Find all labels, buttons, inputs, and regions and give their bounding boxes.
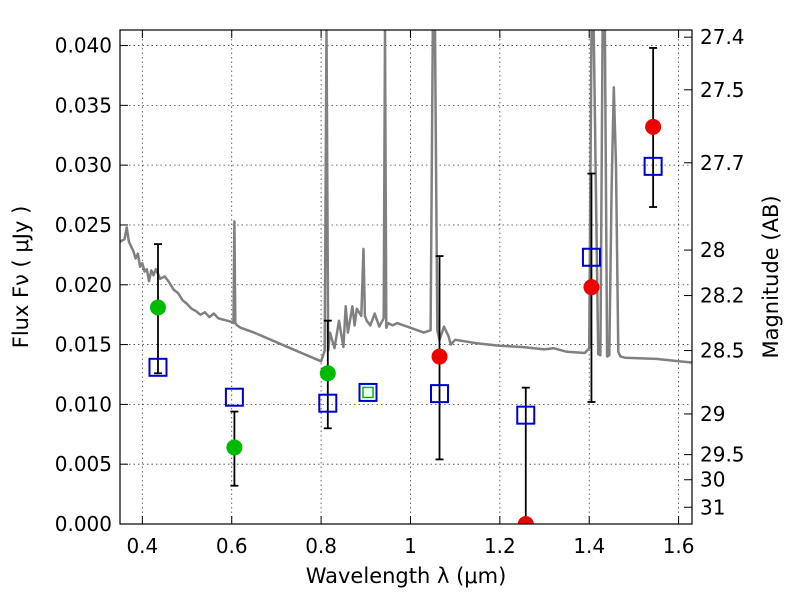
x-tick-label: 0.6 (216, 534, 248, 558)
data-point-square (643, 156, 663, 176)
y-axis-label: Flux Fν ( μJy ) (9, 206, 33, 349)
y2-axis-label: Magnitude (AB) (759, 195, 783, 358)
data-point-square (358, 382, 378, 402)
data-point-circle (583, 279, 600, 296)
y2-tick-label: 29.5 (700, 443, 745, 467)
data-point-circle (149, 299, 166, 316)
y2-tick-label: 28.5 (700, 339, 745, 363)
data-point-square (516, 405, 536, 425)
y-tick-label: 0.035 (55, 93, 112, 117)
y-tick-label: 0.010 (55, 392, 112, 416)
data-point-square (318, 393, 338, 413)
y2-tick-label: 28.2 (700, 284, 745, 308)
data-point-circle (431, 348, 448, 365)
x-tick-label: 0.4 (126, 534, 158, 558)
x-tick-label: 1.4 (573, 534, 605, 558)
y2-tick-label: 28 (700, 238, 725, 262)
y2-tick-label: 31 (700, 495, 725, 519)
data-point-circle (226, 439, 243, 456)
plot-area (120, 30, 692, 524)
x-axis-label: Wavelength λ (μm) (306, 564, 507, 588)
x-tick-label: 1 (404, 534, 417, 558)
y2-tick-label: 27.4 (700, 25, 745, 49)
x-tick-label: 1.6 (663, 534, 695, 558)
axes-frame (119, 29, 693, 525)
data-point-square-small (362, 386, 374, 399)
x-tick-label: 1.2 (484, 534, 516, 558)
x-tick-label: 0.8 (305, 534, 337, 558)
y2-tick-label: 27.7 (700, 151, 745, 175)
spectrum-line (120, 30, 692, 364)
y-tick-label: 0.015 (55, 333, 112, 357)
data-point-circle (517, 516, 534, 524)
data-point-circle (319, 365, 336, 382)
data-point-square (148, 357, 168, 377)
y2-tick-label: 27.5 (700, 78, 745, 102)
data-point-square (581, 247, 601, 267)
y-tick-label: 0.025 (55, 213, 112, 237)
data-point-square (224, 387, 244, 407)
y-tick-label: 0.020 (55, 273, 112, 297)
y-tick-label: 0.005 (55, 452, 112, 476)
data-point-circle (645, 118, 662, 135)
y-tick-label: 0.040 (55, 34, 112, 58)
data-point-square (430, 384, 450, 404)
y-tick-label: 0.000 (55, 512, 112, 536)
y2-tick-label: 30 (700, 468, 725, 492)
axis-ticks: 0.4 0.6 0.8 1 1.2 1.4 1.6 0.000 0.005 0.010 0.015 0… (55, 25, 745, 558)
y-tick-label: 0.030 (55, 153, 112, 177)
y2-tick-label: 29 (700, 402, 725, 426)
